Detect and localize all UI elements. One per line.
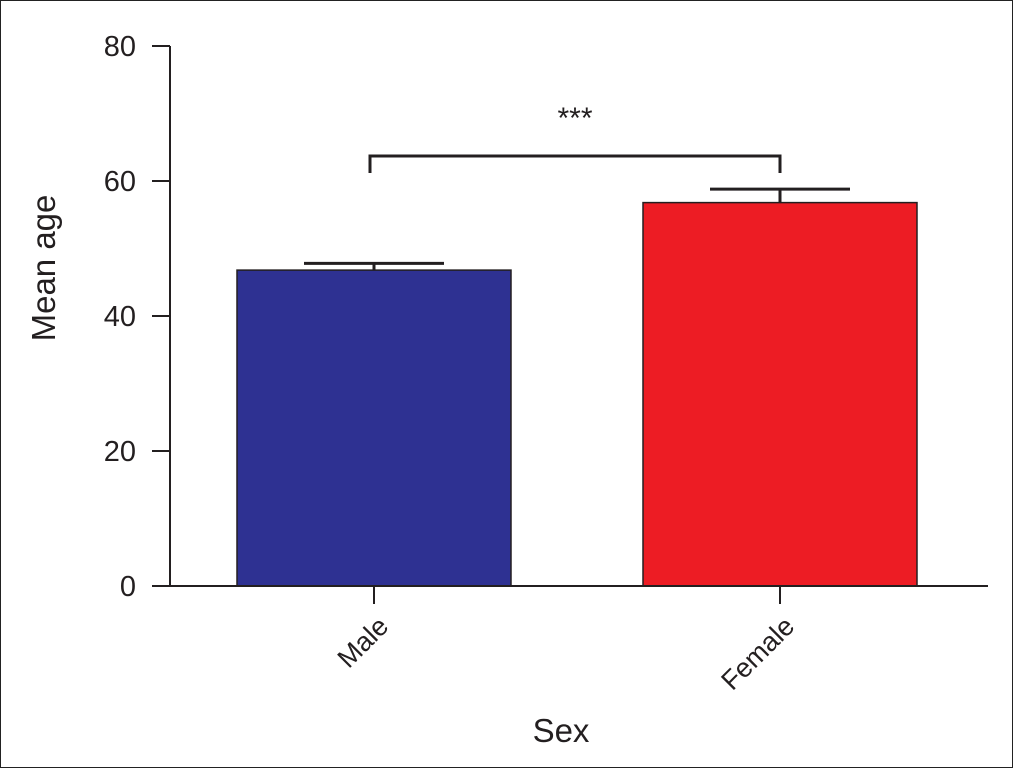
y-axis-title: Mean age [25, 195, 62, 342]
error-bars-layer [304, 187, 850, 271]
x-category-label-male: Male [332, 611, 395, 674]
bar-female [642, 201, 918, 587]
y-tick-label-60: 60 [104, 166, 136, 198]
x-category-label-female: Female [715, 611, 800, 696]
significance-bracket [368, 154, 782, 173]
x-categories-layer: Male Female [332, 586, 800, 696]
significance-label: *** [557, 102, 592, 135]
bars-layer [236, 201, 918, 587]
x-axis-title: Sex [533, 712, 590, 749]
y-tick-label-0: 0 [120, 571, 136, 603]
y-tick-label-40: 40 [104, 301, 136, 333]
y-tick-label-80: 80 [104, 31, 136, 63]
bar-male [236, 269, 512, 587]
significance-layer: *** [368, 102, 782, 173]
y-tick-label-20: 20 [104, 436, 136, 468]
y-ticks-layer: 0 20 40 60 80 [104, 31, 170, 603]
